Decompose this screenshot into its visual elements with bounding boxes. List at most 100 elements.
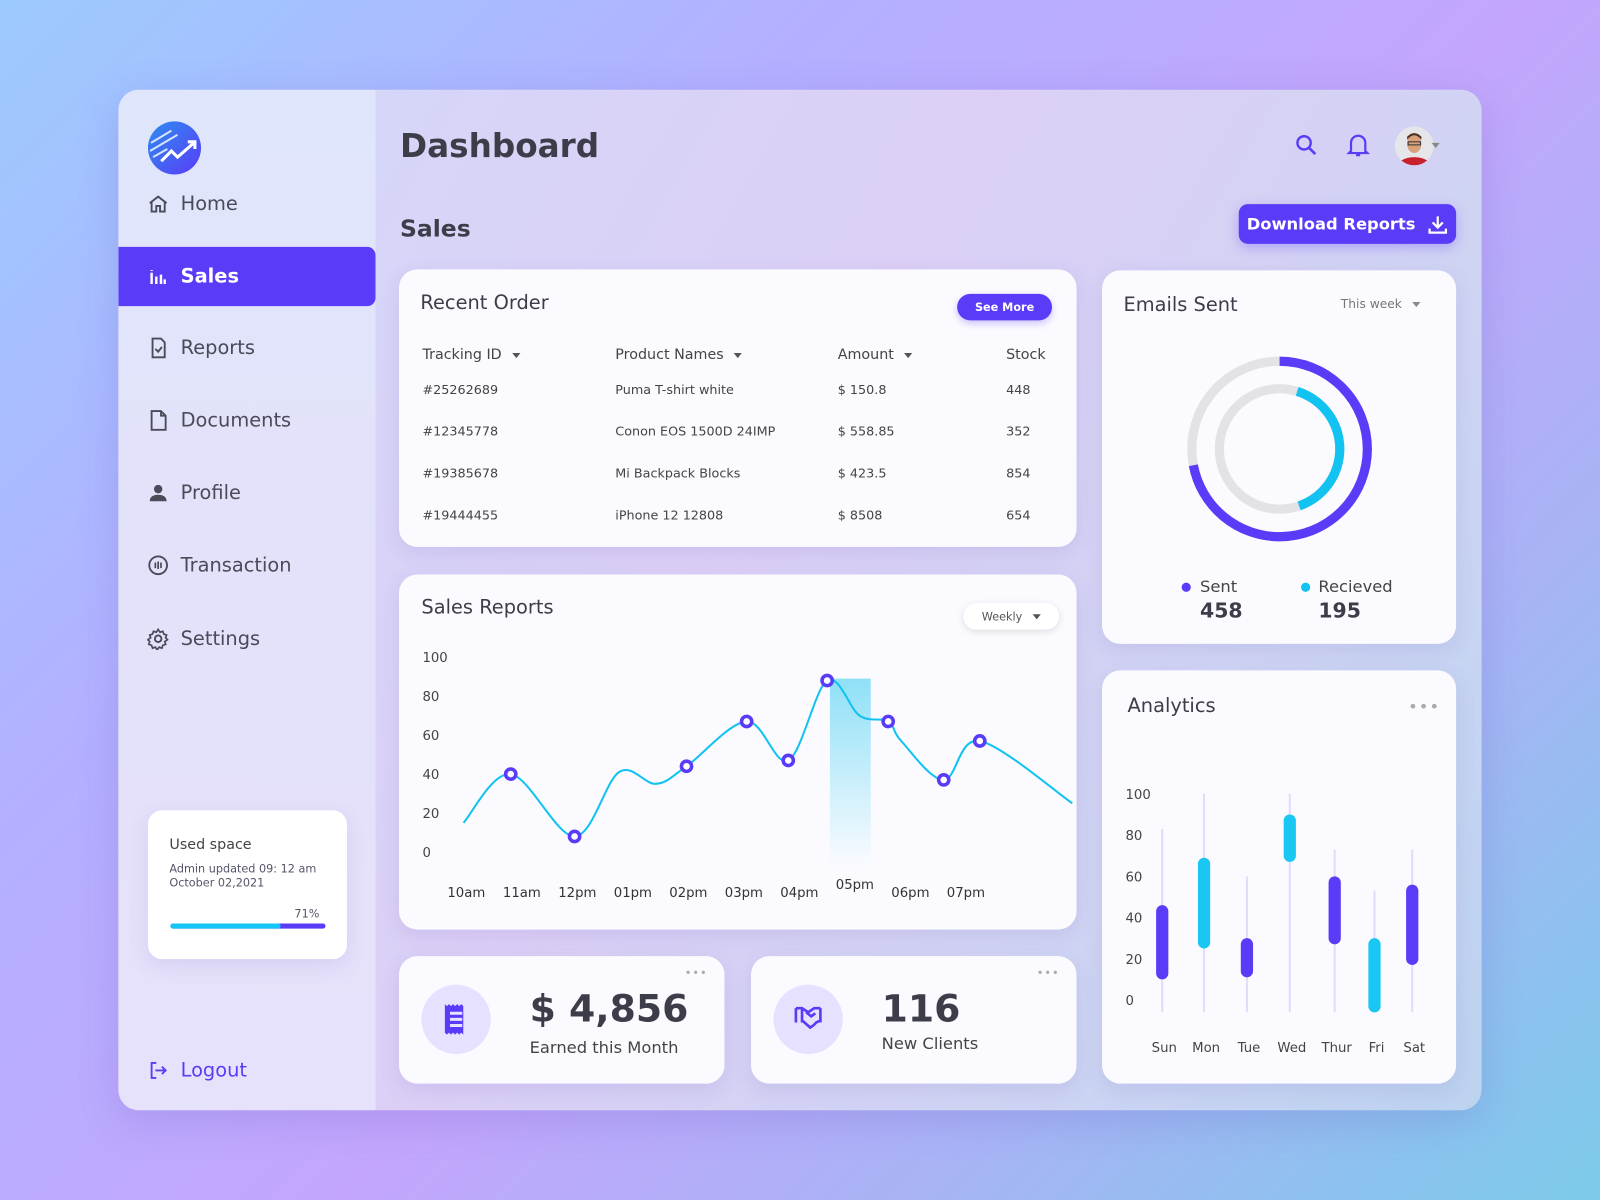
x-tick-label: Sun: [1152, 1041, 1177, 1056]
y-tick-label: 60: [1126, 870, 1143, 885]
used-space-percent: 71%: [294, 907, 320, 921]
x-tick-label: 05pm: [836, 878, 874, 893]
y-tick-label: 20: [1126, 953, 1143, 968]
candle-body[interactable]: [1197, 857, 1211, 949]
logout-icon: [150, 1061, 167, 1079]
table-row[interactable]: #25262689 Puma T-shirt white $ 150.8 448: [399, 382, 1077, 402]
profile-dropdown-caret[interactable]: [1431, 142, 1440, 148]
emails-period-value: This week: [1340, 296, 1402, 312]
recent-order-title: Recent Order: [420, 291, 549, 315]
x-tick-label: 10am: [447, 886, 485, 901]
bell-icon[interactable]: [1346, 132, 1371, 159]
data-point[interactable]: [936, 773, 951, 787]
sent-arc: [1187, 356, 1372, 542]
chevron-down-icon: [1032, 613, 1041, 619]
data-point[interactable]: [972, 734, 987, 748]
analytics-card: Analytics ••• 0 20 40 60 80 100 Sun Mon Tue Wed Th…: [1102, 670, 1457, 1084]
sidebar-item-reports[interactable]: Reports: [118, 318, 375, 377]
more-options-icon[interactable]: •••: [1408, 696, 1441, 717]
table-cell: #19444455: [422, 507, 499, 523]
download-icon: [1428, 215, 1448, 234]
candle-body[interactable]: [1328, 876, 1341, 945]
emails-period-select[interactable]: This week: [1340, 296, 1421, 312]
handshake-icon: [794, 1006, 822, 1030]
x-tick-label: Wed: [1277, 1041, 1306, 1056]
table-cell: $ 423.5: [837, 465, 887, 481]
table-cell: #12345778: [422, 423, 499, 439]
search-icon[interactable]: [1294, 133, 1318, 157]
stat-card: ••• $ 4,856 Earned this Month: [398, 956, 725, 1084]
candle-body[interactable]: [1368, 938, 1381, 1013]
candle-body[interactable]: [1406, 884, 1419, 965]
more-options-icon[interactable]: •••: [684, 966, 708, 980]
sidebar-item-label: Sales: [180, 265, 239, 288]
used-space-card: Used space Admin updated 09: 12 am Octobe…: [147, 810, 347, 960]
x-tick-label: 07pm: [947, 886, 985, 901]
table-cell: Conon EOS 1500D 24IMP: [615, 423, 776, 439]
analytics-candlestick-chart: 0 20 40 60 80 100 Sun Mon Tue Wed Thur Fri Sat: [1126, 788, 1426, 1056]
table-row[interactable]: #19385678 Mi Backpack Blocks $ 423.5 854: [399, 465, 1077, 485]
data-point[interactable]: [567, 829, 582, 844]
data-point[interactable]: [503, 767, 518, 781]
sidebar-item-settings[interactable]: Settings: [118, 609, 375, 668]
candle-body[interactable]: [1283, 814, 1296, 862]
table-cell: 654: [1006, 507, 1031, 523]
legend-sent: Sent 458: [1181, 577, 1243, 622]
y-tick-label: 100: [422, 651, 447, 666]
sort-caret-icon: [733, 352, 743, 358]
sidebar-item-home[interactable]: Home: [118, 174, 375, 233]
sidebar-item-documents[interactable]: Documents: [118, 391, 375, 450]
y-tick-label: 80: [422, 690, 439, 705]
column-header-label: Amount: [837, 346, 894, 364]
column-header-label: Tracking ID: [422, 346, 502, 364]
column-header[interactable]: Tracking ID: [422, 346, 521, 364]
sidebar-item-profile[interactable]: Profile: [118, 463, 375, 522]
sidebar-item-sales[interactable]: Sales: [118, 246, 376, 307]
data-point[interactable]: [820, 673, 835, 688]
table-cell: $ 558.85: [837, 423, 895, 439]
data-point[interactable]: [781, 753, 796, 768]
section-title: Sales: [399, 216, 471, 243]
chevron-down-icon: [1412, 302, 1421, 308]
table-cell: 352: [1006, 423, 1031, 439]
column-header[interactable]: Product Names: [615, 347, 743, 363]
data-point[interactable]: [739, 714, 754, 729]
used-space-title: Used space: [169, 836, 252, 854]
table-row[interactable]: #12345778 Conon EOS 1500D 24IMP $ 558.85 35…: [399, 423, 1077, 443]
report-icon: [151, 337, 166, 359]
column-header[interactable]: Stock: [1006, 347, 1046, 363]
logout-button[interactable]: Logout: [118, 1041, 375, 1100]
sales-reports-title: Sales Reports: [421, 595, 554, 619]
sidebar-item-transaction[interactable]: Transaction: [118, 536, 375, 595]
x-tick-label: Fri: [1369, 1041, 1385, 1056]
x-tick-label: 01pm: [614, 886, 652, 901]
y-tick-label: 100: [1126, 788, 1151, 803]
stat-label: Earned this Month: [529, 1037, 679, 1058]
x-tick-label: Thur: [1321, 1041, 1353, 1056]
column-header-label: Stock: [1006, 346, 1046, 364]
user-icon: [149, 484, 167, 502]
emails-sent-title: Emails Sent: [1123, 293, 1238, 317]
data-point[interactable]: [679, 759, 694, 774]
x-tick-label: Tue: [1237, 1041, 1261, 1056]
period-select[interactable]: Weekly: [963, 603, 1060, 630]
candle-body[interactable]: [1156, 905, 1169, 980]
column-header[interactable]: Amount: [838, 347, 913, 363]
sort-caret-icon: [511, 352, 521, 358]
table-row[interactable]: #19444455 iPhone 12 12808 $ 8508 654: [399, 507, 1077, 527]
avatar[interactable]: [1394, 126, 1435, 167]
emails-sent-card: Emails Sent This week Sent 458 Recieved …: [1102, 270, 1457, 644]
candle-body[interactable]: [1240, 938, 1254, 978]
sidebar-item-label: Reports: [180, 336, 255, 360]
download-reports-button[interactable]: Download Reports: [1238, 204, 1457, 244]
sidebar-item-label: Profile: [180, 481, 241, 505]
see-more-button[interactable]: See More: [957, 293, 1053, 321]
table-cell: Puma T-shirt white: [615, 381, 734, 397]
data-point[interactable]: [881, 714, 896, 729]
table-cell: $ 150.8: [837, 381, 887, 397]
sidebar-item-label: Home: [180, 192, 238, 216]
emails-donut-chart: [1187, 356, 1372, 542]
updated-date: October 02,2021: [169, 876, 265, 890]
table-cell: #25262689: [422, 381, 499, 397]
more-options-icon[interactable]: •••: [1036, 966, 1060, 980]
